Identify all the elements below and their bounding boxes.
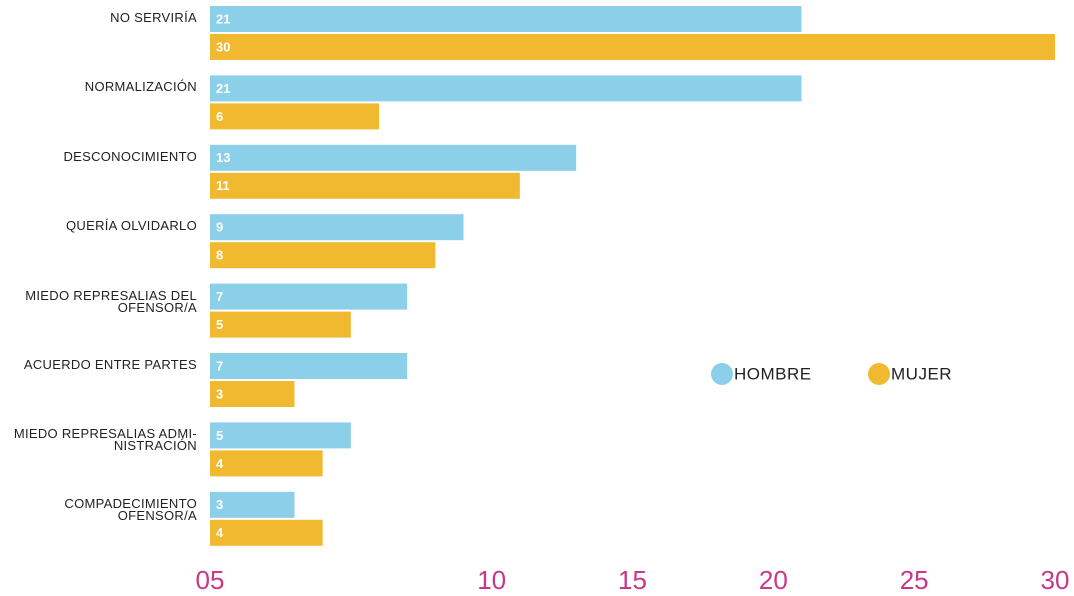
- value-label: 30: [216, 39, 230, 54]
- bar: [210, 172, 520, 199]
- bar: [210, 103, 379, 130]
- category-label: NORMALIZACIÓN: [84, 79, 197, 95]
- value-label: 6: [216, 109, 223, 124]
- bar: [210, 519, 323, 546]
- value-label: 3: [216, 497, 223, 512]
- bar: [210, 353, 408, 379]
- value-label: 5: [216, 317, 223, 332]
- category-label: DESCONOCIMIENTO: [63, 148, 197, 164]
- x-tick-label: 15: [618, 565, 647, 595]
- bar: [210, 283, 408, 310]
- x-tick-label: 10: [477, 565, 506, 595]
- category-label: MIEDO REPRESALIAS DEL OFENSOR/A: [25, 287, 197, 315]
- bar: [210, 450, 323, 477]
- legend-label: MUJER: [891, 364, 952, 383]
- bar: [210, 311, 351, 338]
- bar: [210, 34, 1055, 60]
- value-label: 5: [216, 428, 223, 443]
- x-tick-label: 20: [759, 565, 788, 595]
- category-label: ACUERDO ENTRE PARTES: [23, 357, 197, 372]
- legend-label: HOMBRE: [734, 364, 812, 383]
- bar: [210, 381, 295, 407]
- x-tick-label: 25: [900, 565, 929, 595]
- category-label: MIEDO REPRESALIAS ADMI- NISTRACIÓN: [13, 426, 197, 454]
- value-label: 21: [216, 11, 230, 26]
- value-label: 3: [216, 386, 223, 401]
- value-label: 13: [216, 150, 230, 165]
- value-label: 4: [216, 456, 224, 471]
- value-label: 11: [216, 178, 230, 193]
- category-label: QUERÍA OLVIDARLO: [66, 218, 197, 234]
- bar: [210, 75, 802, 102]
- category-label: COMPADECIMIENTO OFENSOR/A: [64, 495, 197, 523]
- value-label: 8: [216, 248, 223, 263]
- bar: [210, 144, 577, 171]
- bar: [210, 491, 295, 518]
- value-label: 7: [216, 358, 223, 373]
- category-label: NO SERVIRÍA: [110, 10, 197, 25]
- x-tick-label: 05: [196, 565, 225, 595]
- legend-swatch: [868, 363, 890, 385]
- value-label: 21: [216, 81, 230, 96]
- x-tick-label: 30: [1041, 565, 1070, 595]
- value-label: 7: [216, 289, 223, 304]
- bar: [210, 6, 802, 32]
- value-label: 9: [216, 220, 223, 235]
- bar: [210, 242, 436, 269]
- legend-swatch: [711, 363, 733, 385]
- bar: [210, 422, 351, 449]
- value-label: 4: [216, 525, 224, 540]
- bar: [210, 214, 464, 241]
